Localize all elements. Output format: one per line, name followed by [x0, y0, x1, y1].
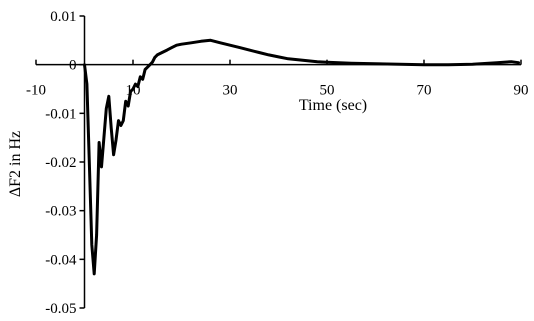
x-tick-label: 50 [320, 83, 335, 99]
y-tick-label: -0.05 [45, 301, 76, 317]
y-tick-label: -0.03 [45, 204, 76, 220]
y-tick-label: -0.02 [45, 155, 76, 171]
y-tick-label: 0 [69, 58, 77, 74]
y-tick-label: 0.01 [50, 9, 76, 25]
x-tick-label: 90 [514, 83, 529, 99]
x-tick-label: 30 [223, 83, 238, 99]
y-tick-label: -0.01 [45, 106, 76, 122]
axis-ticks [35, 15, 522, 309]
x-tick-label: -10 [26, 83, 46, 99]
series-line [83, 38, 521, 276]
y-tick-label: -0.04 [45, 252, 77, 268]
x-axis-label: Time (sec) [299, 97, 367, 114]
y-axis-label: ΔF2 in Hz [7, 131, 24, 197]
x-tick-label: 70 [417, 83, 432, 99]
